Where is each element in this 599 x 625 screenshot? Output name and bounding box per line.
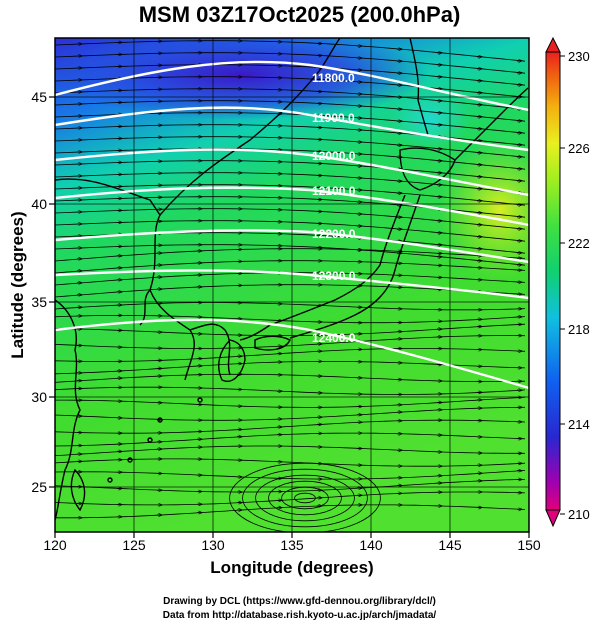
y-tick-label: 25 [31, 479, 47, 495]
colorbar-tick-label: 230 [568, 49, 590, 64]
contour-label: 11800.0 [312, 71, 355, 85]
coastlines [55, 38, 529, 521]
page-title: MSM 03Z17Oct2025 (200.0hPa) [138, 2, 461, 27]
map-plot-area: 11800.0 11900.0 12000.0 12100.0 12200.0 12300… [55, 38, 529, 532]
x-tick-label: 140 [359, 537, 383, 553]
y-tick-label: 35 [31, 294, 47, 310]
x-tick-label: 135 [280, 537, 304, 553]
credit-drawing: Drawing by DCL (https://www.gfd-dennou.o… [163, 596, 436, 607]
lat-lon-grid [55, 38, 529, 532]
contour-label: 12400.0 [312, 331, 356, 345]
x-tick-label: 145 [438, 537, 462, 553]
credit-data: Data from http://database.rish.kyoto-u.a… [162, 610, 437, 621]
height-contours: 11800.0 11900.0 12000.0 12100.0 12200.0 12300… [55, 60, 529, 390]
colorbar-tick-label: 218 [568, 322, 590, 337]
wind-streamlines [55, 41, 526, 532]
x-tick-label: 130 [201, 537, 225, 553]
y-tick-label: 45 [31, 89, 47, 105]
colorbar-tick-label: 210 [568, 507, 590, 522]
colorbar-tick-label: 226 [568, 141, 590, 156]
contour-label: 12200.0 [312, 227, 356, 241]
colorbar-tick-label: 214 [568, 417, 590, 432]
contour-label: 12300.0 [312, 269, 356, 283]
y-tick-label: 40 [31, 196, 47, 212]
x-tick-label: 150 [517, 537, 541, 553]
x-tick-label: 120 [43, 537, 67, 553]
contour-label: 11900.0 [312, 111, 355, 125]
x-axis-label: Longitude (degrees) [210, 558, 374, 577]
x-tick-label: 125 [122, 537, 146, 553]
y-axis: 25 30 35 40 45 [31, 89, 55, 495]
x-axis: 120 125 130 135 140 145 150 [43, 532, 541, 553]
y-tick-label: 30 [31, 389, 47, 405]
contour-label: 12000.0 [312, 149, 356, 163]
colorbar: 230 226 222 218 214 210 [545, 36, 590, 528]
contour-label: 12100.0 [312, 184, 356, 198]
colorbar-tick-label: 222 [568, 236, 590, 251]
